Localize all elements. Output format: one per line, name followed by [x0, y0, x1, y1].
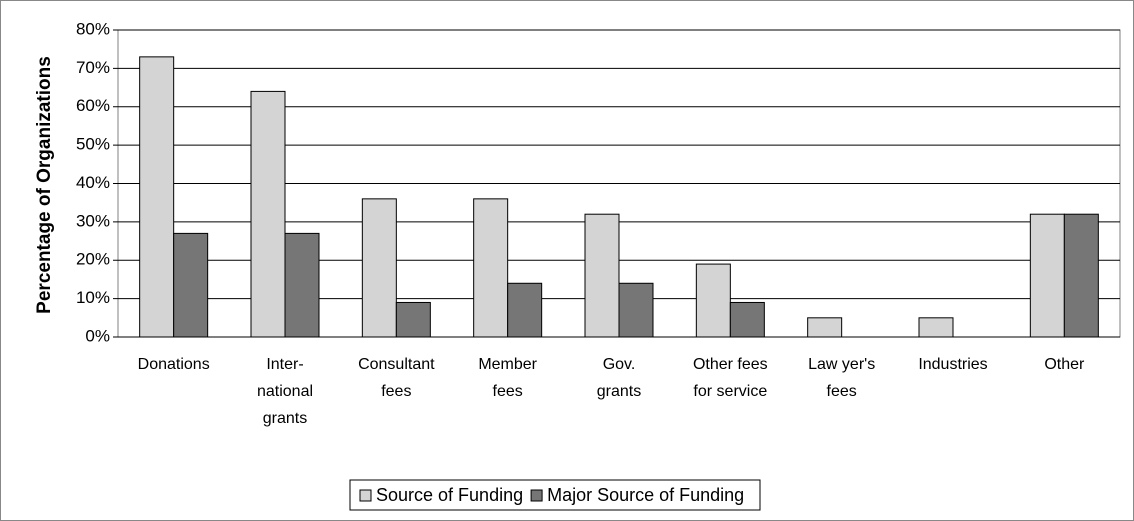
legend-label: Major Source of Funding — [547, 485, 744, 505]
y-tick-label: 40% — [76, 173, 110, 192]
y-tick-label: 30% — [76, 211, 110, 230]
x-tick-label: Member fees — [478, 356, 537, 400]
x-tick-label: Gov. grants — [597, 356, 641, 400]
x-tick-label: Law yer's fees — [808, 356, 875, 400]
bar — [250, 90, 286, 338]
legend-box — [349, 479, 761, 511]
bar — [695, 263, 731, 338]
legend-swatch — [359, 489, 372, 502]
bar — [807, 317, 843, 338]
y-tick-label: 80% — [76, 19, 110, 38]
y-tick-label: 10% — [76, 288, 110, 307]
x-tick-label: Donations — [138, 356, 210, 373]
legend-label: Source of Funding — [376, 485, 523, 505]
bar — [1029, 213, 1065, 338]
x-tick-label: Other — [1044, 356, 1085, 373]
x-tick-label: Other fees for service — [693, 356, 768, 400]
bar — [395, 301, 431, 338]
bar — [284, 232, 320, 338]
x-tick-label: Consultant fees — [358, 356, 435, 400]
bar — [473, 198, 509, 338]
x-tick-label: Inter-national grants — [257, 356, 313, 427]
bar — [1063, 213, 1099, 338]
bar — [618, 282, 654, 338]
bar — [139, 56, 175, 338]
y-tick-label: 20% — [76, 250, 110, 269]
bar — [729, 301, 765, 338]
bar — [507, 282, 543, 338]
y-axis-label: Percentage of Organizations — [34, 56, 55, 314]
bar — [584, 213, 620, 338]
x-tick-label: Industries — [918, 356, 987, 373]
bar — [173, 232, 209, 338]
y-tick-label: 70% — [76, 58, 110, 77]
y-tick-label: 0% — [85, 326, 110, 345]
bar — [361, 198, 397, 338]
bar — [918, 317, 954, 338]
y-tick-label: 60% — [76, 96, 110, 115]
y-tick-label: 50% — [76, 135, 110, 154]
legend-swatch — [530, 489, 543, 502]
